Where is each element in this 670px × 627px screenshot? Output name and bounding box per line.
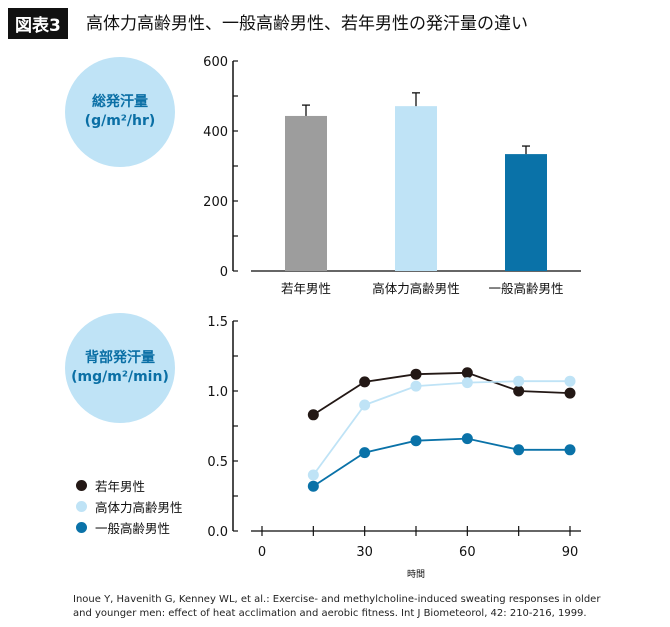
- line-chart-label: 背部発汗量 (mg/m²/min): [65, 313, 175, 423]
- data-point: [564, 387, 576, 399]
- legend-item: 若年男性: [76, 475, 183, 496]
- citation: Inoue Y, Havenith G, Kenney WL, et al.: …: [73, 593, 633, 621]
- legend-label: 若年男性: [95, 479, 146, 494]
- data-point: [359, 399, 371, 411]
- bar: [285, 115, 327, 271]
- legend-dot-icon: [76, 522, 87, 533]
- citation-line: and younger men: effect of heat acclimat…: [73, 608, 587, 619]
- line-x-tick-label: 90: [562, 545, 579, 560]
- legend: 若年男性 高体力高齢男性 一般高齢男性: [76, 475, 183, 538]
- data-point: [513, 444, 525, 456]
- line-x-tick-label: 30: [356, 545, 373, 560]
- bar: [505, 154, 547, 271]
- data-point: [307, 409, 319, 421]
- line-x-tick-label: 60: [459, 545, 476, 560]
- series-line: [312, 380, 570, 476]
- line-x-tick-label: 0: [258, 545, 266, 560]
- data-point: [307, 469, 319, 481]
- data-point: [307, 480, 319, 492]
- bar-category-label: 一般高齢男性: [488, 281, 563, 296]
- bar: [395, 106, 437, 272]
- legend-item: 高体力高齢男性: [76, 496, 183, 517]
- data-point: [513, 375, 525, 387]
- figure-badge: 図表3: [8, 8, 68, 39]
- data-point: [461, 433, 473, 445]
- series-line: [312, 371, 571, 416]
- figure-title: 高体力高齢男性、一般高齢男性、若年男性の発汗量の違い: [86, 14, 528, 34]
- citation-line: Inoue Y, Havenith G, Kenney WL, et al.: …: [73, 594, 601, 605]
- data-point: [461, 377, 473, 389]
- data-point: [410, 435, 422, 447]
- bar-y-tick-label: 600: [203, 55, 228, 70]
- bar-y-tick-label: 0: [220, 265, 228, 280]
- data-point: [359, 447, 371, 459]
- bar-category-label: 若年男性: [281, 281, 331, 296]
- data-point: [564, 444, 576, 456]
- bar-chart-label: 総発汗量 (g/m²/hr): [65, 57, 175, 167]
- legend-dot-icon: [76, 480, 87, 491]
- legend-item: 一般高齢男性: [76, 517, 183, 538]
- line-y-tick-label: 0.5: [207, 455, 228, 470]
- legend-dot-icon: [76, 501, 87, 512]
- data-point: [410, 368, 422, 380]
- line-chart-label-line2: (mg/m²/min): [71, 369, 169, 385]
- bar-chart-label-line1: 総発汗量: [92, 94, 148, 111]
- data-point: [410, 380, 422, 392]
- bar-y-tick-label: 400: [203, 125, 228, 140]
- data-point: [513, 385, 525, 397]
- series-line: [312, 437, 570, 487]
- bar-category-label: 高体力高齢男性: [372, 281, 460, 296]
- data-point: [359, 376, 371, 388]
- line-y-tick-label: 1.0: [207, 385, 228, 400]
- data-point: [564, 375, 576, 387]
- legend-label: 一般高齢男性: [95, 521, 171, 536]
- line-chart-label-line1: 背部発汗量: [85, 350, 155, 367]
- bar-chart-label-line2: (g/m²/hr): [84, 113, 156, 129]
- line-x-axis-label: 時間: [407, 569, 425, 580]
- bar-y-tick-label: 200: [203, 195, 228, 210]
- line-y-tick-label: 1.5: [207, 315, 228, 330]
- legend-label: 高体力高齢男性: [95, 500, 183, 515]
- data-point: [461, 367, 473, 379]
- line-y-tick-label: 0.0: [207, 525, 228, 540]
